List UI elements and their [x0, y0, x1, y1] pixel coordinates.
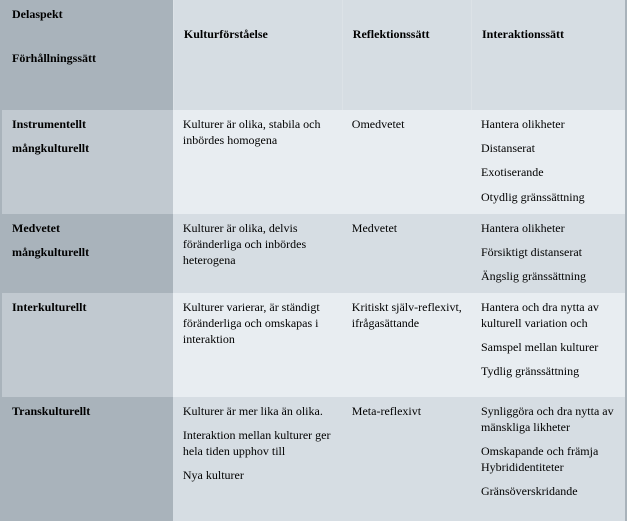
cell-text: Medvetet [352, 220, 463, 236]
row-label-line1: Medvetet [12, 220, 165, 236]
header-corner-cell: Delaspekt Förhållningssätt [2, 0, 173, 110]
cell-text: Exotiserande [481, 164, 617, 180]
cell-text: Synliggöra och dra nytta av mänskliga li… [481, 403, 617, 435]
header-col-1-label: Kulturförståelse [184, 26, 334, 42]
cell-c3: Synliggöra och dra nytta av mänskliga li… [471, 397, 625, 521]
table-header-row: Delaspekt Förhållningssätt Kulturförståe… [2, 0, 625, 110]
cell-text: Kulturer är olika, stabila och inbördes … [183, 116, 334, 148]
cell-text: Meta-reflexivt [352, 403, 463, 419]
cell-text: Distanserat [481, 140, 617, 156]
cell-text: Hantera olikheter [481, 220, 617, 236]
row-label-line2: mångkulturellt [12, 244, 165, 260]
row-label-line1: Transkulturellt [12, 403, 165, 419]
table-row: Interkulturellt Kulturer varierar, är st… [2, 293, 625, 397]
row-label-line1: Interkulturellt [12, 299, 165, 315]
row-label-cell: Instrumentellt mångkulturellt [2, 110, 173, 214]
cell-text: Kritiskt själv-reflexivt, ifrågasättande [352, 299, 463, 331]
cell-text: Gränsöverskridande [481, 483, 617, 499]
cell-text: Otydlig gränssättning [481, 189, 617, 205]
cell-c1: Kulturer är mer lika än olika. Interakti… [173, 397, 342, 521]
cell-text: Tydlig gränssättning [481, 363, 617, 379]
cell-c1: Kulturer varierar, är ständigt föränderl… [173, 293, 342, 397]
row-label-cell: Transkulturellt [2, 397, 173, 521]
header-col-2: Reflektionssätt [342, 0, 471, 110]
table-row: Transkulturellt Kulturer är mer lika än … [2, 397, 625, 521]
cell-c3: Hantera olikheter Distanserat Exotiseran… [471, 110, 625, 214]
cell-text: Hantera olikheter [481, 116, 617, 132]
cell-c3: Hantera olikheter Försiktigt distanserat… [471, 214, 625, 293]
cell-text: Kulturer är mer lika än olika. [183, 403, 334, 419]
header-col-3: Interaktionssätt [471, 0, 625, 110]
header-col-2-label: Reflektionssätt [353, 26, 463, 42]
cell-c1: Kulturer är olika, delvis föränderliga o… [173, 214, 342, 293]
table-row: Medvetet mångkulturellt Kulturer är olik… [2, 214, 625, 293]
cell-text: Hantera och dra nytta av kulturell varia… [481, 299, 617, 331]
table-row: Instrumentellt mångkulturellt Kulturer ä… [2, 110, 625, 214]
header-corner-bottom: Förhållningssätt [12, 50, 165, 66]
cell-text: Nya kulturer [183, 467, 334, 483]
row-label-line1: Instrumentellt [12, 116, 165, 132]
cell-text: Omskapande och främja Hybrididentiteter [481, 443, 617, 475]
header-col-1: Kulturförståelse [173, 0, 342, 110]
cell-c3: Hantera och dra nytta av kulturell varia… [471, 293, 625, 397]
cell-text: Ängslig gränssättning [481, 268, 617, 284]
row-label-line2: mångkulturellt [12, 140, 165, 156]
cell-text: Kulturer varierar, är ständigt föränderl… [183, 299, 334, 348]
cell-c2: Meta-reflexivt [342, 397, 471, 521]
row-label-cell: Medvetet mångkulturellt [2, 214, 173, 293]
cell-text: Omedvetet [352, 116, 463, 132]
cell-text: Interaktion mellan kulturer ger hela tid… [183, 427, 334, 459]
cell-c1: Kulturer är olika, stabila och inbördes … [173, 110, 342, 214]
cell-text: Samspel mellan kulturer [481, 339, 617, 355]
culture-approach-table: Delaspekt Förhållningssätt Kulturförståe… [0, 0, 627, 521]
header-col-3-label: Interaktionssätt [482, 26, 617, 42]
row-label-cell: Interkulturellt [2, 293, 173, 397]
cell-c2: Omedvetet [342, 110, 471, 214]
cell-c2: Medvetet [342, 214, 471, 293]
cell-text: Försiktigt distanserat [481, 244, 617, 260]
header-corner-top: Delaspekt [12, 6, 165, 22]
cell-text: Kulturer är olika, delvis föränderliga o… [183, 220, 334, 269]
cell-c2: Kritiskt själv-reflexivt, ifrågasättande [342, 293, 471, 397]
